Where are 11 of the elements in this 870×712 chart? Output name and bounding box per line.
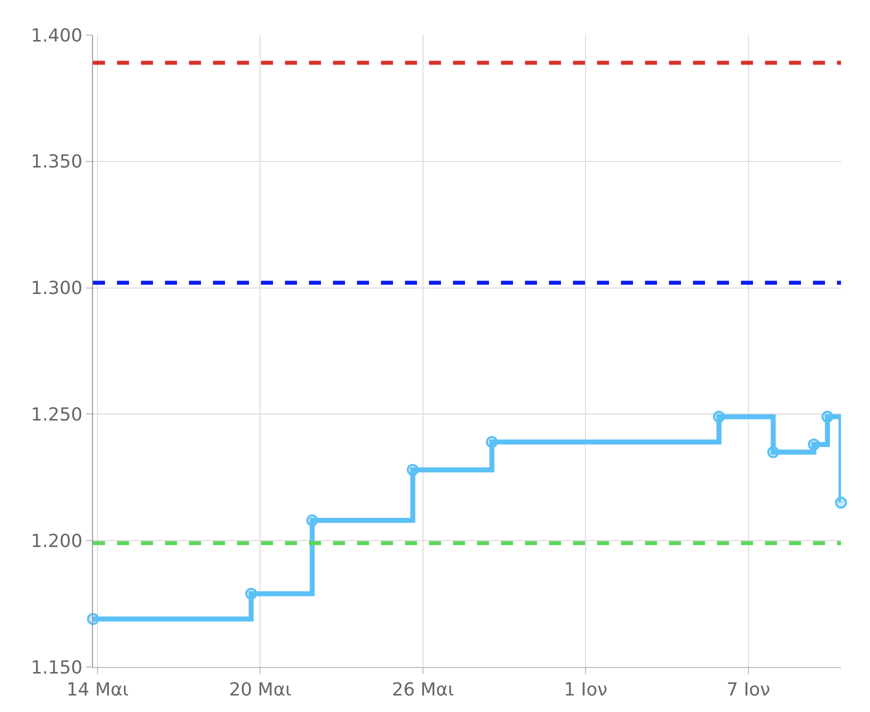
y-tick-label: 1.350 (30, 152, 82, 173)
y-tick-label: 1.150 (30, 657, 82, 678)
y-tick-label: 1.300 (30, 278, 82, 300)
x-tick-label: 20 Μαι (229, 680, 292, 701)
x-tick-label: 14 Μαι (66, 680, 129, 701)
x-tick-label: 26 Μαι (392, 680, 454, 701)
y-tick-label: 1.250 (30, 404, 82, 426)
y-tick-label: 1.200 (30, 530, 82, 552)
y-tick-label: 1.400 (30, 25, 82, 46)
x-tick-label: 1 Ιον (564, 680, 608, 701)
x-tick-label: 7 Ιον (726, 680, 770, 701)
